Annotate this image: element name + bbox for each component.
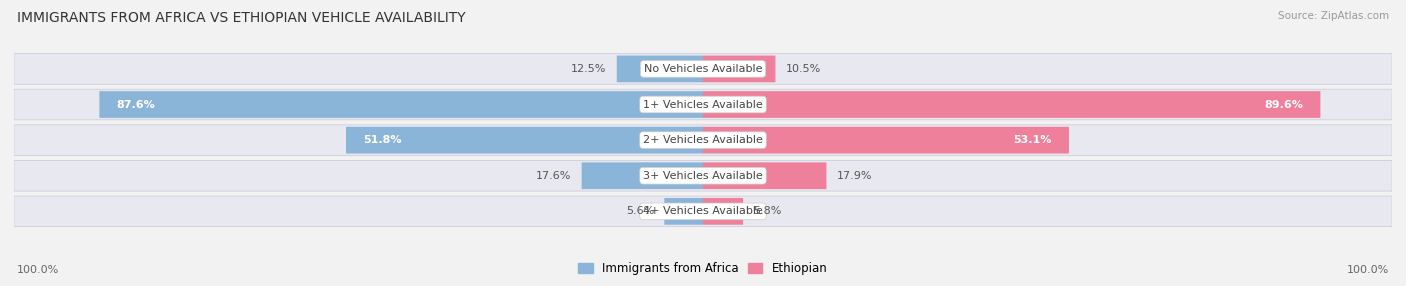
Text: 4+ Vehicles Available: 4+ Vehicles Available	[643, 206, 763, 217]
Text: 1+ Vehicles Available: 1+ Vehicles Available	[643, 100, 763, 110]
Text: 100.0%: 100.0%	[1347, 265, 1389, 275]
FancyBboxPatch shape	[703, 55, 776, 82]
FancyBboxPatch shape	[100, 91, 703, 118]
Text: IMMIGRANTS FROM AFRICA VS ETHIOPIAN VEHICLE AVAILABILITY: IMMIGRANTS FROM AFRICA VS ETHIOPIAN VEHI…	[17, 11, 465, 25]
Text: 17.9%: 17.9%	[837, 171, 872, 181]
Legend: Immigrants from Africa, Ethiopian: Immigrants from Africa, Ethiopian	[574, 258, 832, 280]
Text: 12.5%: 12.5%	[571, 64, 606, 74]
Text: 51.8%: 51.8%	[363, 135, 402, 145]
Text: 2+ Vehicles Available: 2+ Vehicles Available	[643, 135, 763, 145]
FancyBboxPatch shape	[14, 53, 1392, 84]
Text: 87.6%: 87.6%	[117, 100, 156, 110]
Text: 3+ Vehicles Available: 3+ Vehicles Available	[643, 171, 763, 181]
FancyBboxPatch shape	[664, 198, 703, 225]
FancyBboxPatch shape	[703, 162, 827, 189]
Text: No Vehicles Available: No Vehicles Available	[644, 64, 762, 74]
FancyBboxPatch shape	[14, 160, 1392, 191]
Text: 5.8%: 5.8%	[754, 206, 782, 217]
Text: 17.6%: 17.6%	[536, 171, 571, 181]
FancyBboxPatch shape	[14, 196, 1392, 227]
FancyBboxPatch shape	[14, 125, 1392, 156]
Text: Source: ZipAtlas.com: Source: ZipAtlas.com	[1278, 11, 1389, 21]
Text: 53.1%: 53.1%	[1014, 135, 1052, 145]
FancyBboxPatch shape	[582, 162, 703, 189]
FancyBboxPatch shape	[703, 127, 1069, 154]
Text: 89.6%: 89.6%	[1264, 100, 1303, 110]
Text: 5.6%: 5.6%	[626, 206, 654, 217]
Text: 100.0%: 100.0%	[17, 265, 59, 275]
Text: 10.5%: 10.5%	[786, 64, 821, 74]
FancyBboxPatch shape	[617, 55, 703, 82]
FancyBboxPatch shape	[703, 198, 742, 225]
FancyBboxPatch shape	[346, 127, 703, 154]
FancyBboxPatch shape	[703, 91, 1320, 118]
FancyBboxPatch shape	[14, 89, 1392, 120]
